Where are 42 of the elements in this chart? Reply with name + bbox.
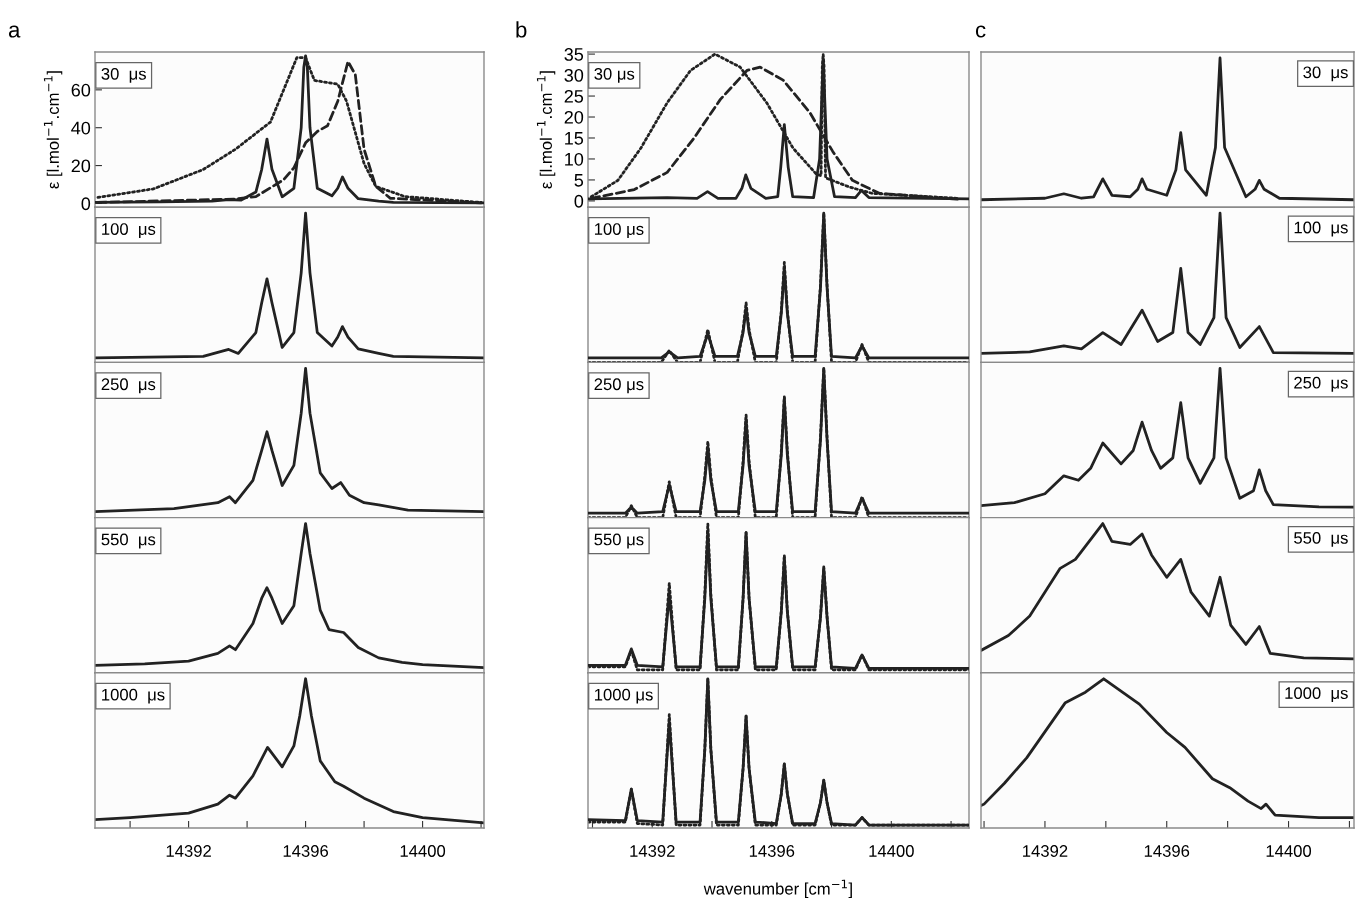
x-tick-label: 14396 bbox=[1144, 845, 1190, 857]
annotation: 100 μs bbox=[102, 223, 156, 238]
x-tick-label: 14400 bbox=[400, 845, 446, 857]
x-tick-label: 14400 bbox=[1266, 845, 1312, 857]
y-tick-label: 60 bbox=[71, 83, 91, 97]
annotation: 250 μs bbox=[101, 378, 156, 394]
annotation: 550 μs bbox=[101, 533, 156, 549]
y-tick-label: 25 bbox=[564, 89, 584, 103]
y-axis-title: ε [l.mol$^{−1}$.cm$^{−1}$] bbox=[536, 71, 556, 189]
annotation: 30 μs bbox=[101, 67, 146, 83]
x-axis-title: wavenumber [cm$^{−1}$] bbox=[703, 879, 852, 898]
y-tick-label: 0 bbox=[574, 194, 584, 208]
y-tick-label: 10 bbox=[565, 152, 584, 166]
y-tick-label: 0 bbox=[81, 197, 91, 211]
annotation: 30 μs bbox=[594, 67, 635, 83]
x-tick-label: 14396 bbox=[749, 845, 795, 857]
y-axis-title: ε [l.mol$^{−1}$.cm$^{−1}$] bbox=[43, 71, 63, 189]
annotation: 1000 μs bbox=[1285, 687, 1348, 703]
annotation: 1000 μs bbox=[102, 688, 165, 704]
y-tick-label: 30 bbox=[564, 69, 584, 82]
chart-title: b bbox=[516, 21, 527, 38]
y-tick-label: 40 bbox=[71, 121, 91, 135]
y-tick-label: 20 bbox=[564, 110, 584, 124]
y-tick-label: 20 bbox=[71, 159, 91, 173]
chart-title: a bbox=[8, 25, 21, 38]
annotation: 550 μs bbox=[1294, 532, 1348, 547]
x-tick-label: 14392 bbox=[166, 845, 211, 857]
y-tick-label: 5 bbox=[574, 174, 584, 187]
x-tick-label: 14396 bbox=[283, 845, 329, 857]
y-tick-label: 35 bbox=[564, 48, 584, 61]
y-tick-label: 15 bbox=[565, 132, 584, 145]
x-tick-label: 14392 bbox=[630, 845, 675, 857]
chart-title: c bbox=[975, 25, 986, 38]
x-tick-label: 14392 bbox=[1023, 845, 1068, 857]
annotation: 250 μs bbox=[1294, 376, 1348, 392]
annotation: 100 μs bbox=[1294, 221, 1348, 237]
annotation: 100 μs bbox=[594, 223, 644, 238]
annotation: 250 μs bbox=[594, 378, 644, 394]
x-tick-label: 14400 bbox=[869, 845, 914, 857]
annotation: 550 μs bbox=[594, 533, 644, 549]
annotation: 30 μs bbox=[1303, 66, 1348, 82]
annotation: 1000 μs bbox=[594, 688, 653, 704]
